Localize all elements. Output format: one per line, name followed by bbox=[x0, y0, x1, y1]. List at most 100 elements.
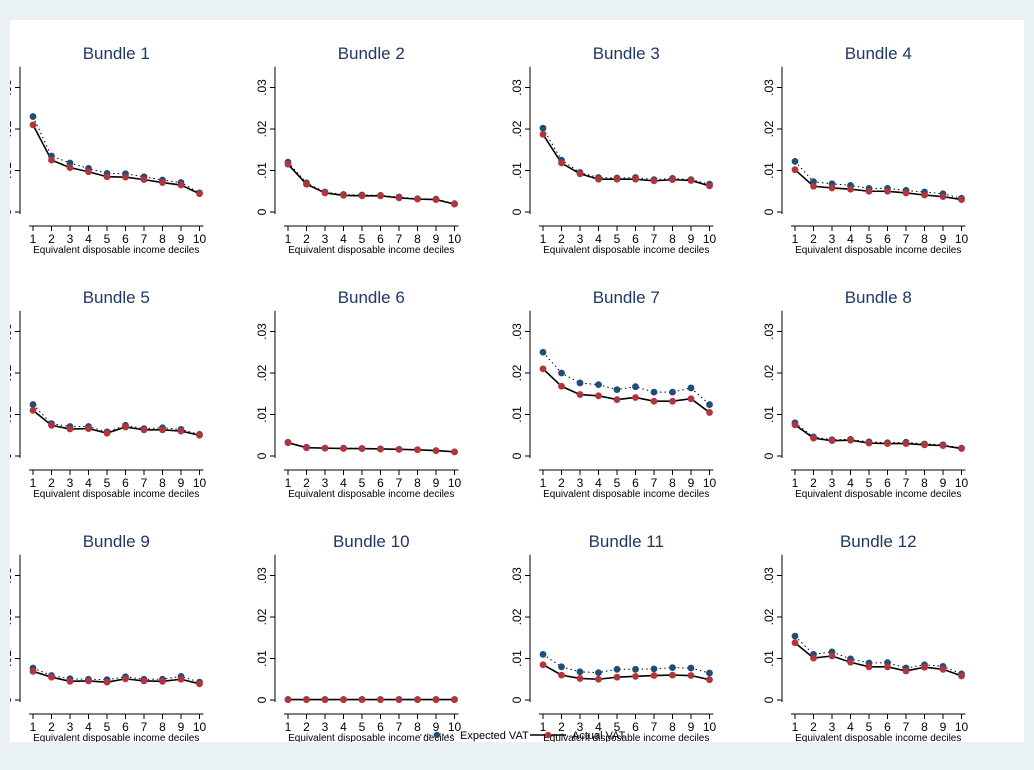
panel-title: Bundle 5 bbox=[83, 288, 150, 307]
actual-vat-point bbox=[650, 672, 658, 679]
x-axis-label: Equivalent disposable income deciles bbox=[543, 245, 709, 256]
actual-vat-point bbox=[884, 187, 891, 195]
expected-vat-line bbox=[794, 161, 962, 199]
y-tick-label: .02 bbox=[510, 364, 524, 381]
chart-panel: Bundle 10.01.02.0312345678910Equivalent … bbox=[0, 20, 1024, 744]
x-tick-label: 4 bbox=[85, 720, 92, 734]
actual-vat-point bbox=[669, 176, 676, 184]
y-tick-label: .03 bbox=[10, 79, 14, 96]
actual-vat-point bbox=[884, 663, 891, 671]
y-tick-label: .03 bbox=[762, 79, 776, 96]
y-tick-label: .01 bbox=[762, 162, 776, 179]
x-tick-label: 9 bbox=[940, 476, 947, 490]
x-tick-label: 9 bbox=[688, 476, 695, 490]
actual-vat-point bbox=[48, 673, 55, 681]
actual-vat-point bbox=[706, 182, 713, 190]
x-tick-label: 2 bbox=[48, 232, 55, 246]
x-tick-label: 10 bbox=[703, 720, 717, 734]
actual-vat-point bbox=[377, 192, 384, 200]
expected-vat-point bbox=[29, 401, 37, 408]
expected-vat-line bbox=[542, 351, 710, 405]
y-tick-label: .02 bbox=[762, 608, 776, 625]
x-tick-label: 3 bbox=[322, 476, 329, 490]
actual-vat-point bbox=[66, 677, 74, 685]
panel-3: Bundle 3 0 .01 .02 .03 1 2 3 4 5 6 7 8 9 10Equivalent … bbox=[510, 44, 716, 256]
actual-vat-line bbox=[32, 124, 200, 195]
actual-vat-point bbox=[303, 444, 310, 452]
panel-title: Bundle 1 bbox=[83, 44, 150, 63]
actual-vat-point bbox=[377, 445, 384, 453]
actual-vat-point bbox=[810, 654, 817, 662]
actual-vat-point bbox=[810, 434, 817, 442]
actual-vat-point bbox=[939, 193, 947, 201]
x-tick-label: 1 bbox=[792, 232, 799, 246]
x-axis-label: Equivalent disposable income deciles bbox=[33, 245, 199, 256]
actual-vat-point bbox=[321, 444, 329, 452]
x-tick-label: 4 bbox=[340, 476, 347, 490]
actual-vat-line bbox=[287, 441, 455, 453]
y-tick-label: 0 bbox=[510, 452, 524, 459]
expected-vat-point bbox=[613, 665, 621, 673]
x-tick-label: 4 bbox=[340, 232, 347, 246]
actual-vat-point bbox=[687, 395, 695, 403]
actual-vat-point bbox=[432, 696, 440, 703]
x-tick-label: 9 bbox=[433, 476, 440, 490]
expected-vat-line bbox=[542, 653, 710, 674]
actual-vat-point bbox=[85, 425, 92, 433]
x-tick-label: 7 bbox=[141, 232, 148, 246]
actual-vat-point bbox=[687, 672, 695, 679]
actual-vat-point bbox=[196, 680, 203, 688]
expected-vat-point bbox=[576, 668, 584, 676]
y-tick-label: .01 bbox=[255, 162, 269, 179]
x-tick-label: 3 bbox=[67, 232, 74, 246]
expected-vat-point bbox=[791, 632, 799, 640]
actual-vat-point bbox=[284, 160, 292, 168]
expected-vat-point bbox=[650, 665, 658, 673]
panel-2: Bundle 2 0 .01 .02 .03 1 2 3 4 5 6 7 8 9 10Equivalent … bbox=[255, 44, 461, 256]
x-axis-label: Equivalent disposable income deciles bbox=[288, 489, 454, 500]
actual-vat-point bbox=[828, 652, 836, 660]
x-axis-label: Equivalent disposable income deciles bbox=[543, 733, 709, 742]
actual-vat-point bbox=[958, 196, 965, 203]
y-tick-label: .03 bbox=[255, 323, 269, 340]
x-tick-label: 2 bbox=[810, 476, 817, 490]
actual-vat-point bbox=[48, 421, 55, 429]
x-tick-label: 7 bbox=[141, 476, 148, 490]
y-tick-label: .01 bbox=[255, 406, 269, 423]
x-tick-label: 1 bbox=[540, 720, 547, 734]
x-tick-label: 10 bbox=[193, 720, 207, 734]
x-tick-label: 6 bbox=[632, 232, 639, 246]
x-tick-label: 9 bbox=[178, 720, 185, 734]
expected-vat-line bbox=[794, 422, 962, 449]
actual-vat-point bbox=[902, 667, 910, 675]
x-axis-label: Equivalent disposable income deciles bbox=[795, 489, 961, 500]
x-tick-label: 8 bbox=[669, 476, 676, 490]
actual-vat-point bbox=[377, 696, 384, 703]
x-tick-label: 6 bbox=[377, 232, 384, 246]
x-tick-label: 1 bbox=[285, 232, 292, 246]
small-multiples-chart: Bundle 10.01.02.0312345678910Equivalent … bbox=[0, 44, 969, 744]
x-tick-label: 10 bbox=[955, 476, 969, 490]
x-tick-label: 7 bbox=[396, 476, 403, 490]
x-tick-label: 3 bbox=[577, 720, 584, 734]
panel-title: Bundle 2 bbox=[338, 44, 405, 63]
x-tick-label: 5 bbox=[866, 720, 873, 734]
x-axis-label: Equivalent disposable income deciles bbox=[288, 245, 454, 256]
y-tick-label: .03 bbox=[510, 323, 524, 340]
expected-vat-point bbox=[632, 665, 639, 673]
actual-vat-point bbox=[303, 696, 310, 703]
x-tick-label: 9 bbox=[940, 232, 947, 246]
x-tick-label: 2 bbox=[48, 720, 55, 734]
expected-vat-point bbox=[669, 388, 676, 396]
panel-title: Bundle 11 bbox=[589, 532, 664, 551]
x-tick-label: 5 bbox=[104, 720, 111, 734]
actual-vat-point bbox=[196, 190, 203, 198]
actual-vat-point bbox=[177, 427, 185, 435]
x-tick-label: 8 bbox=[921, 476, 928, 490]
expected-vat-line bbox=[542, 127, 710, 185]
x-tick-label: 5 bbox=[359, 232, 366, 246]
expected-vat-point bbox=[687, 664, 695, 672]
actual-vat-point bbox=[669, 397, 676, 405]
